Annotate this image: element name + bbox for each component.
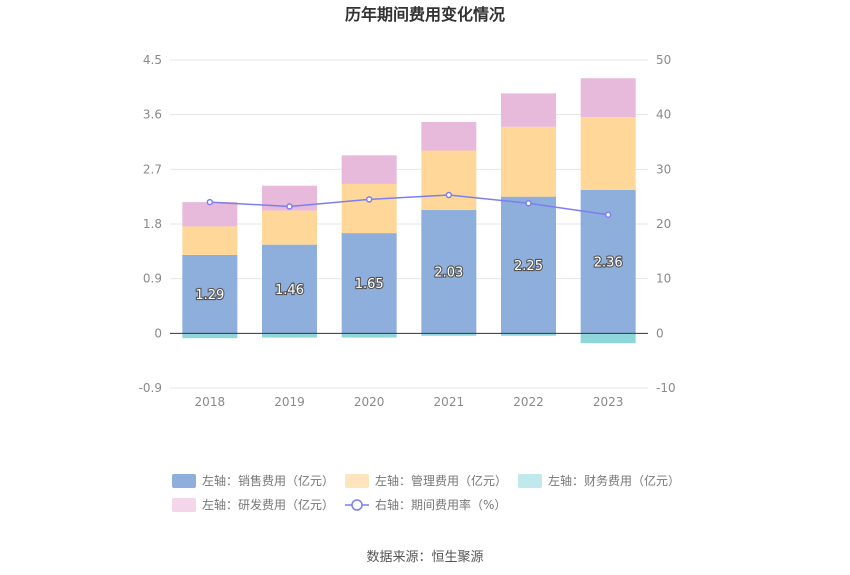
x-tick-label: 2020 [354,395,385,409]
chart-title: 历年期间费用变化情况 [345,5,505,24]
bar-value-label: 2.36 [594,256,623,271]
legend-swatch-icon [172,474,196,488]
left-y-axis: 4.5 3.6 2.7 1.8 0.9 0 -0.9 [139,53,162,395]
right-y-tick-label: 40 [656,108,671,122]
bar-2021 [421,333,477,336]
legend-marker-icon [351,499,363,511]
bar-2022 [501,196,556,334]
rate-line [209,194,609,216]
bar-series [182,78,636,344]
bar-2023 [580,333,636,344]
right-y-tick-label: 50 [656,53,671,67]
legend-label: 右轴：期间费用率（%） [375,497,506,512]
left-y-tick-label: 3.6 [143,108,162,122]
bar-2019 [262,210,317,245]
left-y-tick-label: 1.8 [143,217,162,231]
bar-2021 [421,121,477,151]
legend-swatch-icon [345,474,369,488]
legend-label: 左轴：研发费用（亿元） [202,497,334,512]
bar-2022 [501,93,556,127]
bar-value-label: 2.03 [434,266,463,281]
rate-point [445,191,453,199]
right-y-tick-label: 10 [656,272,671,286]
left-y-tick-label: 0.9 [143,272,162,286]
bar-2020 [341,333,397,338]
bar-2018 [182,202,238,227]
left-y-tick-label: 4.5 [143,53,162,67]
legend-item[interactable]: 左轴：管理费用（亿元） [345,473,507,488]
left-y-tick-label: -0.9 [139,381,162,395]
rate-point [206,198,214,206]
legend-item[interactable]: 左轴：销售费用（亿元） [172,473,334,488]
right-y-axis: 50 40 30 20 10 0 -10 [656,53,676,395]
right-y-tick-label: 0 [656,326,664,340]
bar-2022 [501,126,556,197]
legend-label: 左轴：财务费用（亿元） [548,473,680,488]
bar-value-label: 1.65 [355,277,384,292]
bar-2023 [580,117,636,190]
legend-item[interactable]: 左轴：研发费用（亿元） [172,497,334,512]
bar-2019 [262,333,317,338]
x-tick-label: 2023 [593,395,624,409]
bar-2018 [182,226,238,255]
legend[interactable]: 左轴：销售费用（亿元） 左轴：管理费用（亿元） 左轴：财务费用（亿元） 左轴：研发费用… [172,473,680,512]
source-note: 数据来源：恒生聚源 [366,550,484,565]
right-y-tick-label: -10 [656,381,676,395]
legend-item[interactable]: 左轴：财务费用（亿元） [518,473,680,488]
rate-point [604,211,612,218]
rate-point [525,199,532,207]
x-tick-label: 2019 [274,395,305,409]
data-labels: 1.29 1.46 1.65 2.03 2.25 2.36 [194,255,623,305]
bar-2018 [182,333,238,339]
legend-label: 左轴：管理费用（亿元） [375,473,507,488]
left-y-tick-label: 0 [154,326,162,340]
left-y-tick-label: 2.7 [143,162,162,176]
bar-2021 [421,210,477,334]
x-axis: 2018 2019 2020 2021 2022 2023 [195,395,624,409]
legend-swatch-icon [518,474,542,488]
bar-2019 [262,244,317,334]
x-tick-label: 2021 [434,395,465,409]
bar-2018 [182,254,238,334]
x-tick-label: 2022 [513,395,544,409]
legend-item[interactable]: 右轴：期间费用率（%） [345,497,506,512]
legend-swatch-icon [172,498,196,512]
right-y-tick-label: 30 [656,162,671,176]
rate-line-series [206,191,612,218]
bar-value-label: 2.25 [514,259,543,274]
legend-label: 左轴：销售费用（亿元） [202,473,334,488]
rate-point [286,203,293,210]
bar-2022 [501,333,556,336]
grid-lines [170,59,648,389]
bar-2021 [421,150,477,211]
bar-2020 [341,233,397,334]
bar-2020 [341,155,397,184]
x-tick-label: 2018 [195,395,226,409]
bar-2020 [341,183,397,234]
right-y-tick-label: 20 [656,217,671,231]
bar-value-label: 1.29 [195,288,224,303]
bar-value-label: 1.46 [275,283,304,298]
bar-2023 [580,78,636,118]
rate-point [365,196,373,203]
